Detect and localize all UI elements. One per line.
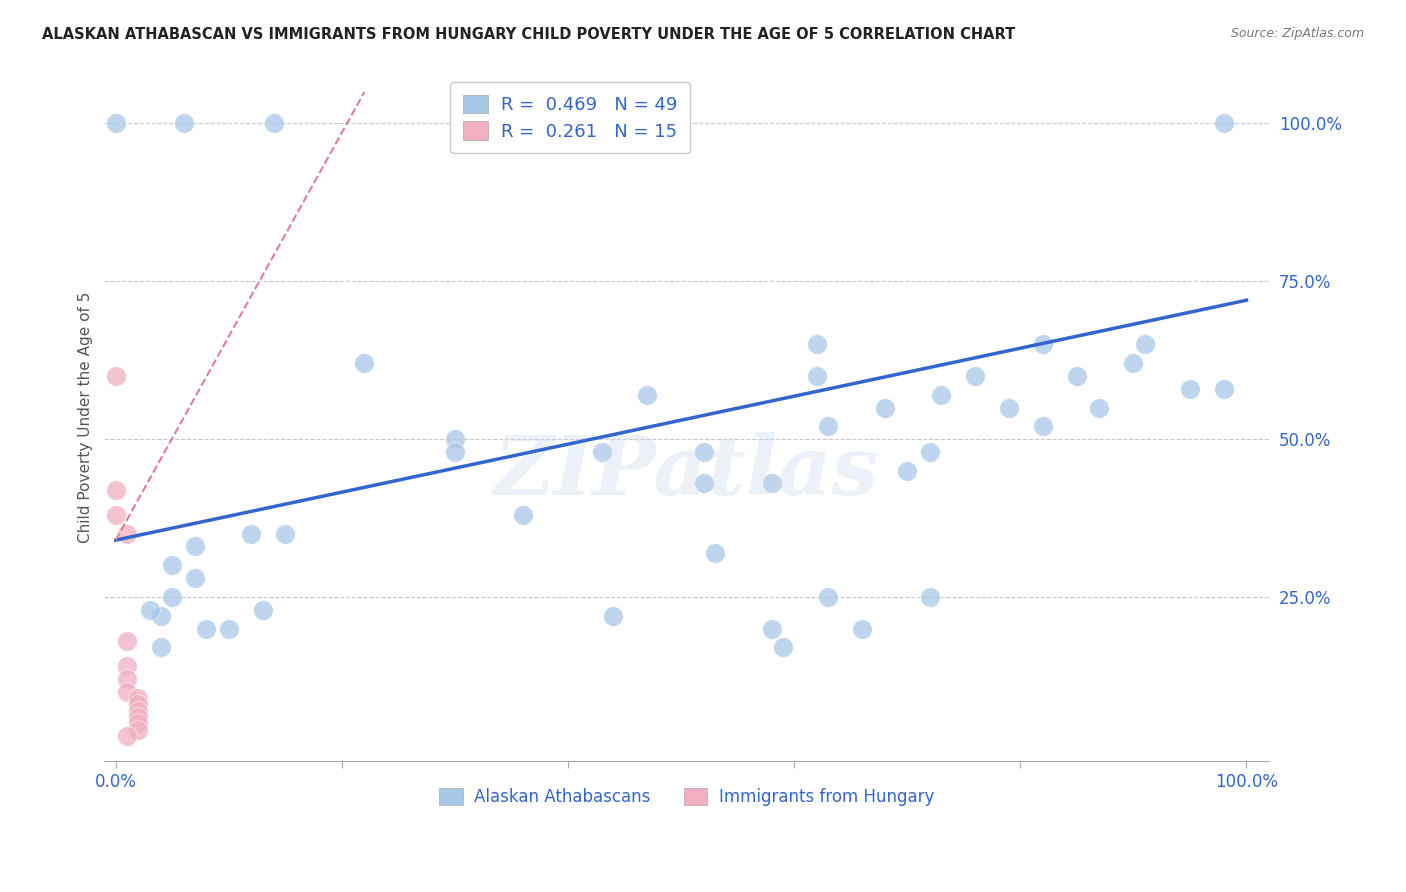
Point [115, 729, 138, 743]
Point [772, 640, 794, 655]
Point [115, 634, 138, 648]
Point [104, 116, 127, 130]
Point [127, 716, 149, 731]
Point [1088, 401, 1111, 415]
Point [761, 622, 783, 636]
Point [274, 526, 297, 541]
Point [149, 608, 172, 623]
Point [929, 388, 952, 402]
Point [353, 356, 375, 370]
Legend: Alaskan Athabascans, Immigrants from Hungary: Alaskan Athabascans, Immigrants from Hun… [430, 780, 942, 814]
Point [127, 723, 149, 737]
Point [240, 526, 263, 541]
Point [1212, 382, 1234, 396]
Point [127, 690, 149, 705]
Point [965, 369, 987, 384]
Point [184, 540, 207, 554]
Point [195, 622, 218, 636]
Point [761, 476, 783, 491]
Point [160, 590, 183, 604]
Point [1032, 337, 1054, 351]
Point [704, 546, 727, 560]
Text: ZIPatlas: ZIPatlas [494, 432, 880, 512]
Point [692, 444, 714, 458]
Point [918, 590, 941, 604]
Point [512, 508, 534, 522]
Point [252, 602, 274, 616]
Text: Source: ZipAtlas.com: Source: ZipAtlas.com [1230, 27, 1364, 40]
Point [127, 698, 149, 712]
Point [149, 640, 172, 655]
Point [873, 401, 896, 415]
Point [1032, 419, 1054, 434]
Point [806, 337, 828, 351]
Point [1122, 356, 1144, 370]
Point [138, 602, 160, 616]
Point [692, 476, 714, 491]
Point [444, 432, 467, 446]
Point [104, 483, 127, 497]
Point [184, 571, 207, 585]
Point [1066, 369, 1088, 384]
Point [636, 388, 658, 402]
Point [127, 704, 149, 718]
Point [127, 710, 149, 724]
Point [104, 369, 127, 384]
Point [173, 116, 195, 130]
Point [218, 622, 240, 636]
Point [263, 116, 285, 130]
Point [115, 672, 138, 686]
Point [104, 508, 127, 522]
Text: ALASKAN ATHABASCAN VS IMMIGRANTS FROM HUNGARY CHILD POVERTY UNDER THE AGE OF 5 C: ALASKAN ATHABASCAN VS IMMIGRANTS FROM HU… [42, 27, 1015, 42]
Point [1178, 382, 1201, 396]
Point [115, 659, 138, 673]
Point [1212, 116, 1234, 130]
Point [115, 684, 138, 698]
Point [918, 444, 941, 458]
Point [591, 444, 613, 458]
Y-axis label: Child Poverty Under the Age of 5: Child Poverty Under the Age of 5 [79, 292, 93, 542]
Point [115, 526, 138, 541]
Point [444, 444, 467, 458]
Point [602, 608, 624, 623]
Point [806, 369, 828, 384]
Point [817, 419, 839, 434]
Point [160, 558, 183, 573]
Point [851, 622, 873, 636]
Point [1133, 337, 1156, 351]
Point [998, 401, 1021, 415]
Point [896, 464, 918, 478]
Point [817, 590, 839, 604]
